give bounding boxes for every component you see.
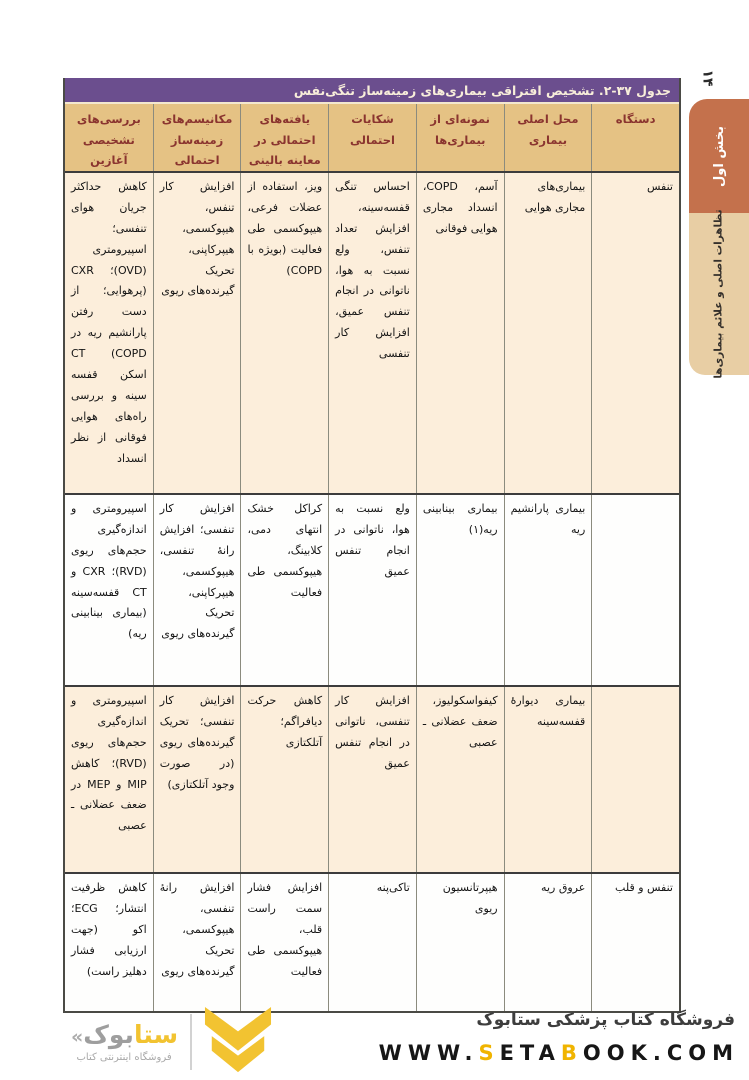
table-cell: بیماری‌های مجاری هوایی	[503, 173, 592, 493]
url-segment: WWW.	[378, 1041, 479, 1065]
table-cell: اسپیرومتری و اندازه‌گیری حجم‌های ریوی (R…	[65, 687, 153, 872]
setabook-logo: « بوک ستا فروشگاه اینترنتی کتاب	[70, 1004, 272, 1080]
table-cell: ولع نسبت به هوا، ناتوانی در انجام تنفس ع…	[328, 495, 416, 685]
chapter-tab-label: تظاهرات اصلی و علائم بیماری‌ها	[713, 209, 725, 379]
store-url: WWW.SETABOOK.COM	[379, 1041, 739, 1065]
table-title: جدول ۳۷-۲. تشخیص افتراقی بیماری‌های زمین…	[65, 78, 679, 104]
table-cell: افزایش کار تنفسی؛ تحریک گیرنده‌های ریوی …	[152, 687, 241, 872]
chapter-tab: تظاهرات اصلی و علائم بیماری‌ها	[689, 209, 749, 379]
table-cell: کیفواسکولیوز، ضعف عضلانی ـ عصبی	[415, 687, 504, 872]
chevron-icon	[205, 1007, 272, 1073]
url-segment: OOK.COM	[582, 1041, 739, 1065]
column-header-mechanisms: مکانیسم‌های زمینه‌ساز احتمالی	[152, 104, 241, 171]
table-row: بیماری دیوارهٔ قفسه‌سینه کیفواسکولیوز، ض…	[65, 687, 679, 874]
table-cell: احساس تنگی قفسه‌سینه، افزایش تعداد تنفس،…	[328, 173, 416, 493]
table-cell: افزایش فشار سمت راست قلب، هیپوکسمی طی فع…	[240, 874, 329, 1011]
url-segment: B	[560, 1041, 583, 1065]
table-cell: تنفس و قلب	[591, 874, 679, 1011]
table-row: تنفس بیماری‌های مجاری هوایی آسم، COPD، ا…	[65, 173, 679, 495]
logo-divider	[190, 1014, 193, 1070]
logo-text-block: « بوک ستا فروشگاه اینترنتی کتاب	[70, 1021, 178, 1063]
column-header-system: دستگاه	[591, 104, 679, 171]
table-cell: آسم، COPD، انسداد مجاری هوایی فوقانی	[415, 173, 504, 493]
table-cell: تاکی‌پنه	[328, 874, 416, 1011]
table-row: تنفس و قلب عروق ریه هیپرتانسیون ریوی تاک…	[65, 874, 679, 1011]
table-header-row: دستگاه محل اصلی بیماری نمونه‌ای از بیمار…	[65, 104, 679, 173]
column-header-probable-complaints: شکایات احتمالی	[328, 104, 416, 171]
table-cell: بیماری دیوارهٔ قفسه‌سینه	[503, 687, 592, 872]
logo-guillemet: «	[71, 1026, 84, 1049]
table-cell: کاهش حداکثر جریان هوای تنفسی؛ اسپیرومتری…	[65, 173, 153, 493]
logo-wordmark-gold: ستا	[133, 1020, 179, 1050]
table-cell: هیپرتانسیون ریوی	[415, 874, 504, 1011]
table-cell: کاهش حرکت دیافراگم؛ آتلکتازی	[240, 687, 329, 872]
table-cell: بیماری بینابینی ریه(۱)	[415, 495, 504, 685]
logo-subtitle: فروشگاه اینترنتی کتاب	[76, 1051, 172, 1063]
url-segment: ETA	[499, 1041, 561, 1065]
column-header-exam-findings: یافته‌های احتمالی در معاینه بالینی	[240, 104, 329, 171]
table-cell: اسپیرومتری و اندازه‌گیری حجم‌های ریوی (R…	[65, 495, 153, 685]
table-cell: تنفس	[591, 173, 679, 493]
table-cell: افزایش کار تنفسی، ناتوانی در انجام تنفس …	[328, 687, 416, 872]
table-cell: عروق ریه	[503, 874, 592, 1011]
table-cell: کاهش ظرفیت انتشار؛ ECG؛ اکو (جهت ارزیابی…	[65, 874, 153, 1011]
store-name: فروشگاه کتاب پزشکی ستابوک	[476, 1010, 735, 1030]
section-tab: بخش اول	[689, 99, 749, 213]
table-cell: کراکل خشک انتهای دمی، کلابینگ، هیپوکسمی …	[240, 495, 329, 685]
differential-diagnosis-table: جدول ۳۷-۲. تشخیص افتراقی بیماری‌های زمین…	[63, 78, 681, 1013]
table-cell: افزایش کار تنفس، هیپوکسمی، هیپرکاپنی، تح…	[152, 173, 241, 493]
table-cell: ویز، استفاده از عضلات فرعی، هیپوکسمی طی …	[240, 173, 329, 493]
logo-wordmark: « بوک ستا	[70, 1021, 178, 1049]
section-tab-label: بخش اول	[711, 125, 727, 187]
table-cell: افزایش رانهٔ تنفسی، هیپوکسمی، تحریک گیرن…	[152, 874, 241, 1011]
table-cell: بیماری پارانشیم ریه	[503, 495, 592, 685]
column-header-main-site: محل اصلی بیماری	[503, 104, 592, 171]
column-header-disease-examples: نمونه‌ای از بیماری‌ها	[415, 104, 504, 171]
column-header-initial-workup: بررسی‌های تشخیصی آغازین	[65, 104, 153, 171]
url-segment: S	[478, 1041, 500, 1065]
table-cell	[591, 687, 679, 872]
table-cell	[591, 495, 679, 685]
side-page-number: ۱۴	[699, 69, 716, 87]
table-cell: افزایش کار تنفسی؛ افزایش رانهٔ تنفسی، هی…	[152, 495, 241, 685]
table-row: بیماری پارانشیم ریه بیماری بینابینی ریه(…	[65, 495, 679, 687]
logo-wordmark-gray: بوک	[83, 1020, 134, 1050]
